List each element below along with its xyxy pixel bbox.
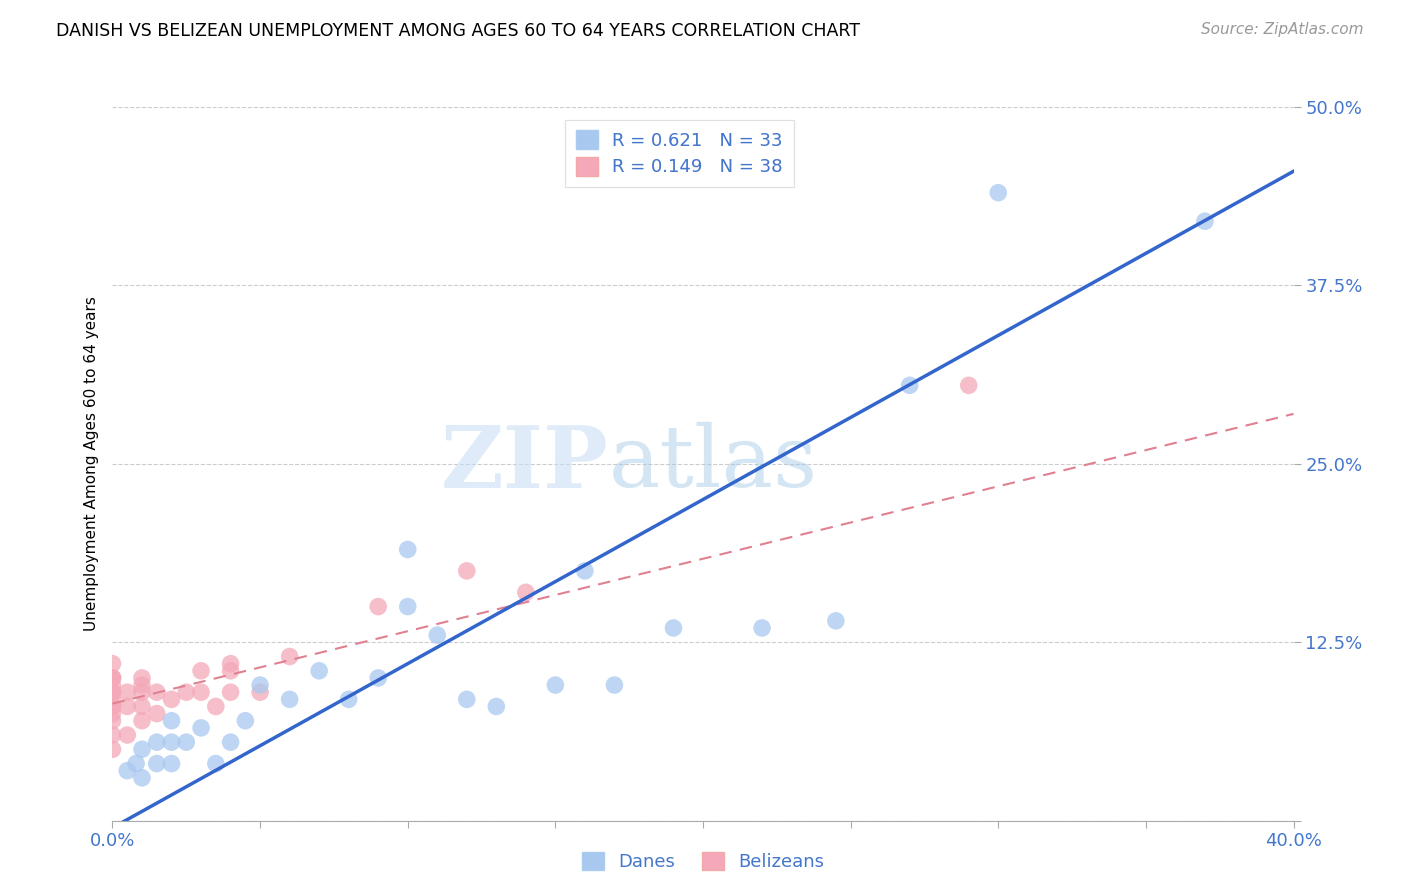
Point — [117, 685, 138, 699]
Point — [146, 756, 169, 771]
Point — [456, 692, 478, 706]
Point — [131, 742, 153, 756]
Point — [160, 692, 183, 706]
Point — [751, 621, 773, 635]
Point — [101, 685, 124, 699]
Point — [117, 764, 138, 778]
Point — [131, 771, 153, 785]
Point — [957, 378, 980, 392]
Point — [101, 706, 124, 721]
Text: ZIP: ZIP — [440, 422, 609, 506]
Point — [515, 585, 537, 599]
Point — [160, 756, 183, 771]
Point — [146, 685, 169, 699]
Point — [125, 756, 148, 771]
Point — [174, 685, 197, 699]
Point — [544, 678, 567, 692]
Point — [249, 685, 271, 699]
Point — [101, 699, 124, 714]
Point — [337, 692, 360, 706]
Point — [190, 664, 212, 678]
Point — [101, 728, 124, 742]
Point — [898, 378, 921, 392]
Point — [131, 699, 153, 714]
Legend: R = 0.621   N = 33, R = 0.149   N = 38: R = 0.621 N = 33, R = 0.149 N = 38 — [565, 120, 793, 187]
Text: atlas: atlas — [609, 422, 818, 506]
Point — [205, 756, 228, 771]
Point — [117, 728, 138, 742]
Point — [367, 599, 389, 614]
Point — [603, 678, 626, 692]
Point — [396, 599, 419, 614]
Point — [278, 692, 301, 706]
Point — [249, 678, 271, 692]
Point — [131, 685, 153, 699]
Point — [101, 671, 124, 685]
Point — [117, 699, 138, 714]
Point — [456, 564, 478, 578]
Point — [396, 542, 419, 557]
Point — [101, 714, 124, 728]
Point — [205, 699, 228, 714]
Point — [367, 671, 389, 685]
Point — [219, 685, 242, 699]
Y-axis label: Unemployment Among Ages 60 to 64 years: Unemployment Among Ages 60 to 64 years — [83, 296, 98, 632]
Point — [574, 564, 596, 578]
Point — [190, 685, 212, 699]
Point — [219, 735, 242, 749]
Point — [278, 649, 301, 664]
Point — [101, 678, 124, 692]
Point — [101, 685, 124, 699]
Text: Source: ZipAtlas.com: Source: ZipAtlas.com — [1201, 22, 1364, 37]
Point — [146, 706, 169, 721]
Point — [219, 664, 242, 678]
Point — [101, 671, 124, 685]
Point — [160, 714, 183, 728]
Point — [101, 671, 124, 685]
Legend: Danes, Belizeans: Danes, Belizeans — [575, 845, 831, 879]
Point — [233, 714, 256, 728]
Point — [131, 678, 153, 692]
Point — [190, 721, 212, 735]
Point — [146, 735, 169, 749]
Point — [219, 657, 242, 671]
Point — [131, 671, 153, 685]
Point — [101, 742, 124, 756]
Point — [174, 735, 197, 749]
Point — [101, 699, 124, 714]
Point — [987, 186, 1010, 200]
Point — [131, 714, 153, 728]
Point — [101, 657, 124, 671]
Point — [426, 628, 449, 642]
Point — [485, 699, 508, 714]
Point — [101, 692, 124, 706]
Point — [824, 614, 846, 628]
Text: DANISH VS BELIZEAN UNEMPLOYMENT AMONG AGES 60 TO 64 YEARS CORRELATION CHART: DANISH VS BELIZEAN UNEMPLOYMENT AMONG AG… — [56, 22, 860, 40]
Point — [1194, 214, 1216, 228]
Point — [662, 621, 685, 635]
Point — [160, 735, 183, 749]
Point — [308, 664, 330, 678]
